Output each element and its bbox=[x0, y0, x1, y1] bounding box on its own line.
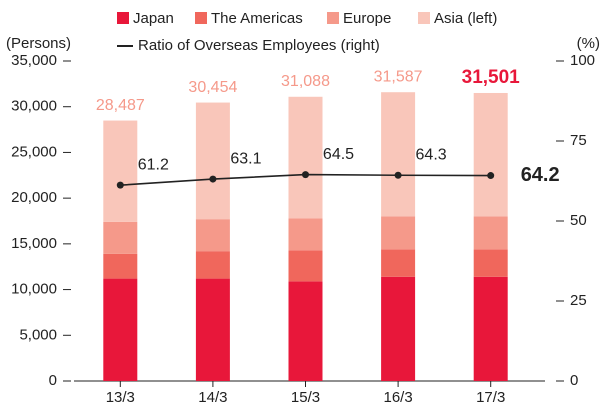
line-point bbox=[302, 171, 309, 179]
y-tick-label: 35,000 bbox=[11, 52, 57, 69]
bar-segment bbox=[195, 219, 230, 252]
y2-tick-label: 50 bbox=[570, 212, 587, 229]
y2-tick-label: 25 bbox=[570, 292, 587, 309]
line-value-label: 64.3 bbox=[416, 146, 447, 163]
total-label: 28,487 bbox=[96, 97, 145, 114]
bar-segment bbox=[473, 216, 508, 250]
y-tick-label: 20,000 bbox=[11, 189, 57, 206]
bar-segment bbox=[381, 216, 416, 250]
x-tick-label: 16/3 bbox=[383, 389, 412, 406]
y2-tick-label: 75 bbox=[570, 132, 587, 149]
y-tick-label: 0 bbox=[49, 372, 57, 389]
bar-segment bbox=[103, 278, 138, 381]
x-tick-label: 13/3 bbox=[106, 389, 135, 406]
bar-segment bbox=[103, 253, 138, 279]
bar-segment bbox=[381, 92, 416, 217]
y2-axis-label: (%) bbox=[577, 35, 600, 52]
line-point bbox=[116, 181, 124, 189]
total-label: 30,454 bbox=[188, 79, 237, 96]
line-point bbox=[394, 171, 402, 179]
bar-segment bbox=[195, 102, 230, 220]
total-label: 31,088 bbox=[281, 73, 330, 90]
bar-segment bbox=[473, 276, 508, 381]
line-value-label: 63.1 bbox=[230, 150, 261, 167]
legend-swatch bbox=[418, 12, 430, 24]
bar-segment bbox=[103, 221, 138, 254]
line-value-label: 61.2 bbox=[138, 156, 169, 173]
y-tick-label: 10,000 bbox=[11, 281, 57, 298]
line-point bbox=[487, 172, 495, 180]
bar-segment bbox=[473, 92, 508, 217]
bar-segment bbox=[288, 96, 323, 219]
total-label: 31,587 bbox=[374, 68, 423, 85]
legend-label: Japan bbox=[133, 10, 174, 27]
legend-label: Ratio of Overseas Employees (right) bbox=[138, 37, 380, 54]
legend-label: Asia (left) bbox=[434, 10, 497, 27]
legend-swatch bbox=[327, 12, 339, 24]
bar-segment bbox=[381, 249, 416, 277]
bar-segment bbox=[288, 218, 323, 251]
legend-label: The Americas bbox=[211, 10, 303, 27]
line-value-label: 64.5 bbox=[323, 146, 354, 163]
bar-segment bbox=[195, 251, 230, 279]
bar-segment bbox=[195, 278, 230, 381]
legend-label: Europe bbox=[343, 10, 391, 27]
x-tick-label: 15/3 bbox=[291, 389, 320, 406]
bar-segment bbox=[473, 249, 508, 277]
bar-segment bbox=[288, 250, 323, 282]
line-value-label: 64.2 bbox=[521, 164, 560, 186]
bar-segment bbox=[103, 120, 138, 222]
y-axis-label: (Persons) bbox=[6, 35, 71, 52]
legend-swatch bbox=[117, 12, 129, 24]
y-tick-label: 15,000 bbox=[11, 235, 57, 252]
y2-tick-label: 0 bbox=[570, 372, 578, 389]
x-tick-label: 14/3 bbox=[198, 389, 227, 406]
x-tick-label: 17/3 bbox=[476, 389, 505, 406]
legend-swatch bbox=[195, 12, 207, 24]
y2-tick-label: 100 bbox=[570, 52, 595, 69]
bar-segment bbox=[381, 276, 416, 381]
bar-segment bbox=[288, 281, 323, 381]
y-tick-label: 30,000 bbox=[11, 98, 57, 115]
y-tick-label: 25,000 bbox=[11, 143, 57, 160]
line-point bbox=[209, 175, 217, 183]
y-tick-label: 5,000 bbox=[19, 326, 57, 343]
total-label: 31,501 bbox=[462, 67, 521, 88]
